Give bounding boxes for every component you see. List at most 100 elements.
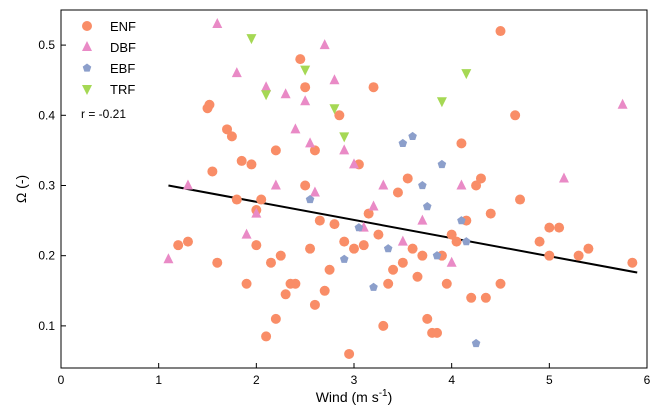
y-tick-label: 0.5 (38, 38, 55, 52)
point-enf (339, 236, 350, 247)
point-enf (544, 250, 555, 261)
point-enf (466, 292, 477, 303)
point-ebf (432, 251, 442, 260)
point-enf (344, 348, 355, 359)
point-enf (417, 250, 428, 261)
point-enf (510, 110, 521, 121)
legend-marker-dbf (82, 41, 92, 51)
point-enf (241, 278, 252, 289)
point-ebf (369, 282, 378, 291)
point-enf (456, 138, 467, 149)
axis-ticks: 0 1 2 3 4 5 6 0.1 0.2 0.3 0.4 0.5 (38, 38, 650, 387)
point-trf (436, 97, 447, 108)
point-enf (300, 82, 311, 93)
legend-marker-enf (82, 21, 92, 31)
point-enf (334, 110, 345, 121)
point-trf (261, 90, 272, 101)
point-enf (226, 131, 237, 142)
point-ebf (437, 159, 447, 169)
point-enf (471, 180, 482, 191)
point-enf (373, 229, 384, 240)
point-dbf (456, 179, 467, 190)
x-tick-label: 2 (253, 373, 260, 387)
point-dbf (319, 39, 330, 50)
point-enf (290, 278, 301, 289)
data-points (163, 18, 638, 359)
point-ebf (471, 338, 481, 348)
point-enf (324, 264, 335, 275)
point-trf (300, 65, 311, 76)
point-dbf (305, 137, 316, 148)
point-dbf (163, 253, 174, 264)
y-tick-label: 0.1 (38, 319, 55, 333)
point-dbf (182, 179, 193, 190)
point-ebf (383, 244, 393, 253)
point-ebf (398, 138, 408, 148)
point-enf (407, 243, 418, 254)
point-enf (261, 331, 272, 342)
point-dbf (368, 200, 379, 211)
point-enf (173, 240, 184, 251)
point-trf (246, 34, 257, 45)
point-dbf (378, 179, 389, 190)
point-enf (378, 320, 389, 331)
point-enf (256, 194, 267, 205)
point-dbf (280, 88, 291, 99)
point-dbf (339, 144, 350, 155)
point-enf (544, 222, 555, 233)
point-enf (270, 145, 281, 156)
point-enf (480, 292, 491, 303)
x-tick-label: 1 (155, 373, 162, 387)
x-axis-title: Wind (m s-1) (316, 388, 393, 405)
legend-marker-ebf (82, 63, 92, 72)
point-trf (461, 69, 472, 80)
point-enf (515, 194, 526, 205)
point-enf (349, 243, 359, 254)
point-enf (475, 173, 486, 184)
point-enf (397, 257, 408, 268)
point-enf (182, 236, 193, 247)
point-enf (295, 54, 306, 65)
point-enf (319, 285, 330, 296)
point-enf (627, 257, 638, 268)
point-ebf (462, 237, 471, 246)
point-dbf (417, 214, 428, 225)
point-enf (314, 215, 325, 226)
point-enf (309, 145, 320, 156)
point-dbf (446, 256, 457, 267)
point-enf (451, 236, 462, 247)
x-tick-label: 4 (448, 373, 455, 387)
point-enf (204, 99, 215, 110)
point-enf (554, 222, 565, 233)
point-enf (573, 250, 584, 261)
regression-line-group (168, 184, 638, 274)
x-tick-label: 6 (644, 373, 650, 387)
point-enf (402, 173, 413, 184)
point-enf (231, 194, 242, 205)
point-enf (265, 257, 276, 268)
point-dbf (231, 67, 242, 78)
point-enf (432, 327, 443, 338)
point-enf (583, 243, 594, 254)
point-ebf (354, 223, 364, 232)
point-enf (222, 124, 233, 135)
plot-frame (60, 9, 648, 369)
point-enf (300, 180, 311, 191)
point-dbf (290, 123, 301, 134)
point-ebf (418, 180, 427, 190)
point-enf (485, 208, 496, 219)
point-enf (358, 240, 369, 251)
y-tick-label: 0.2 (38, 249, 55, 263)
point-enf (534, 236, 545, 247)
point-enf (212, 257, 223, 268)
point-enf (392, 187, 403, 198)
point-dbf (309, 186, 320, 197)
point-enf (309, 299, 320, 310)
point-dbf (300, 95, 311, 106)
point-enf (246, 159, 257, 170)
point-enf (207, 166, 218, 177)
point-dbf (558, 172, 569, 183)
point-enf (270, 313, 281, 324)
y-tick-label: 0.3 (38, 178, 55, 192)
